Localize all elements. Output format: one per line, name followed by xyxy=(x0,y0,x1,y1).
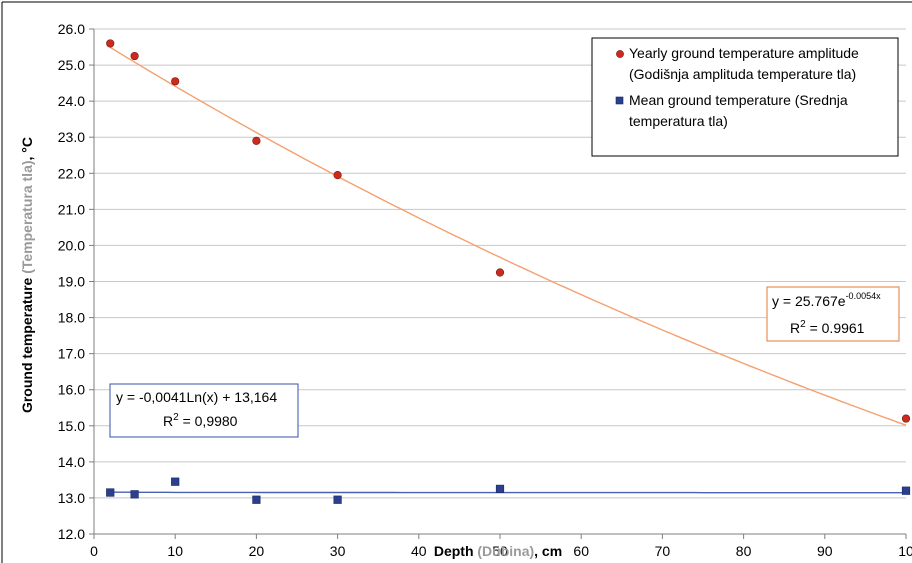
y-tick-label: 14.0 xyxy=(58,454,85,470)
data-point-mean xyxy=(333,495,342,504)
tick-labels: 12.0 13.0 14.0 15.0 16.0 17.0 18.0 19.0 20.0 21.0… xyxy=(58,21,912,559)
equation-box-amplitude-border xyxy=(766,286,900,342)
trendline-mean xyxy=(110,491,906,494)
legend-label-amplitude-line2: (Godišnja amplituda temperature tla) xyxy=(629,66,856,82)
y-tick-label: 13.0 xyxy=(58,490,85,506)
legend: Yearly ground temperature amplitude (God… xyxy=(591,37,899,157)
data-point-amplitude xyxy=(106,39,115,48)
y-axis-title-alt: (Temperatura tla) xyxy=(19,160,35,273)
legend-label-amplitude-line1: Yearly ground temperature amplitude xyxy=(629,45,859,61)
data-points xyxy=(106,39,911,504)
y-tick-label: 15.0 xyxy=(58,418,85,434)
x-tick-label: 90 xyxy=(817,543,833,559)
legend-marker-mean xyxy=(615,96,624,105)
equation-amplitude-r2-prefix: R xyxy=(790,320,800,336)
x-tick-label: 10 xyxy=(167,543,183,559)
equation-amplitude-prefix: y = 25.767e xyxy=(772,293,846,309)
y-tick-label: 22.0 xyxy=(58,165,85,181)
y-tick-label: 21.0 xyxy=(58,201,85,217)
y-tick-label: 20.0 xyxy=(58,237,85,253)
x-tick-label: 70 xyxy=(655,543,671,559)
data-point-amplitude xyxy=(171,77,180,86)
equation-mean-formula: y = -0,0041Ln(x) + 13,164 xyxy=(116,389,277,405)
equation-amplitude-r2-value: = 0.9961 xyxy=(806,320,865,336)
x-tick-label: 0 xyxy=(90,543,98,559)
x-tick-label: 10 xyxy=(898,543,912,559)
y-tick-label: 17.0 xyxy=(58,346,85,362)
equation-mean-r2-value: = 0,9980 xyxy=(179,413,238,429)
trendline-amplitude xyxy=(109,46,907,426)
y-axis-title-unit: , °C xyxy=(19,137,35,161)
x-tick-label: 50 xyxy=(492,543,508,559)
equation-mean-r2-prefix: R xyxy=(163,413,173,429)
equation-amplitude-exponent: -0.0054x xyxy=(846,291,882,301)
data-point-amplitude xyxy=(495,268,505,277)
data-point-mean xyxy=(252,495,261,504)
y-tick-label: 26.0 xyxy=(58,21,85,37)
y-tick-label: 19.0 xyxy=(58,274,85,290)
equation-mean-r2: R2 = 0,9980 xyxy=(163,412,238,429)
x-axis-title-unit: , cm xyxy=(534,543,562,559)
x-tick-label: 30 xyxy=(330,543,346,559)
trendlines xyxy=(109,46,907,494)
equation-amplitude-formula: y = 25.767e-0.0054x xyxy=(772,291,881,309)
axes xyxy=(89,28,907,539)
data-point-mean xyxy=(130,490,139,499)
equation-amplitude-r2: R2 = 0.9961 xyxy=(790,319,865,336)
data-point-amplitude xyxy=(130,51,139,61)
data-point-mean xyxy=(171,477,180,486)
data-point-mean xyxy=(106,488,115,497)
y-axis-title: Ground temperature (Temperatura tla), °C xyxy=(19,137,35,413)
data-point-amplitude xyxy=(252,136,261,145)
equation-box-mean: y = -0,0041Ln(x) + 13,164 R2 = 0,9980 xyxy=(109,383,299,438)
equation-box-mean-border xyxy=(109,383,299,438)
legend-label-mean-line1: Mean ground temperature (Srednja xyxy=(629,92,848,108)
x-tick-label: 20 xyxy=(249,543,265,559)
data-point-mean xyxy=(901,486,911,495)
x-tick-label: 60 xyxy=(573,543,589,559)
equation-mean-r2-sup: 2 xyxy=(173,412,179,423)
legend-box xyxy=(591,37,899,157)
equation-amplitude-r2-sup: 2 xyxy=(800,319,806,330)
equation-box-amplitude: y = 25.767e-0.0054x R2 = 0.9961 xyxy=(766,286,900,342)
x-axis-title-main: Depth xyxy=(434,543,478,559)
x-axis-title-alt: (Dubina) xyxy=(477,543,534,559)
x-tick-label: 40 xyxy=(411,543,427,559)
y-tick-label: 23.0 xyxy=(58,129,85,145)
y-tick-label: 25.0 xyxy=(58,57,85,73)
data-point-amplitude xyxy=(333,170,342,180)
gridlines xyxy=(94,28,906,499)
y-tick-label: 16.0 xyxy=(58,382,85,398)
data-point-amplitude xyxy=(901,414,911,423)
x-tick-label: 80 xyxy=(736,543,752,559)
y-tick-label: 12.0 xyxy=(58,526,85,542)
legend-label-mean-line2: temperatura tla) xyxy=(629,113,728,129)
y-tick-label: 18.0 xyxy=(58,310,85,326)
data-point-mean xyxy=(495,484,505,494)
legend-marker-amplitude xyxy=(616,50,624,58)
y-axis-title-main: Ground temperature xyxy=(19,274,35,413)
y-tick-label: 24.0 xyxy=(58,93,85,109)
x-axis-title: Depth (Dubina), cm xyxy=(434,543,562,559)
